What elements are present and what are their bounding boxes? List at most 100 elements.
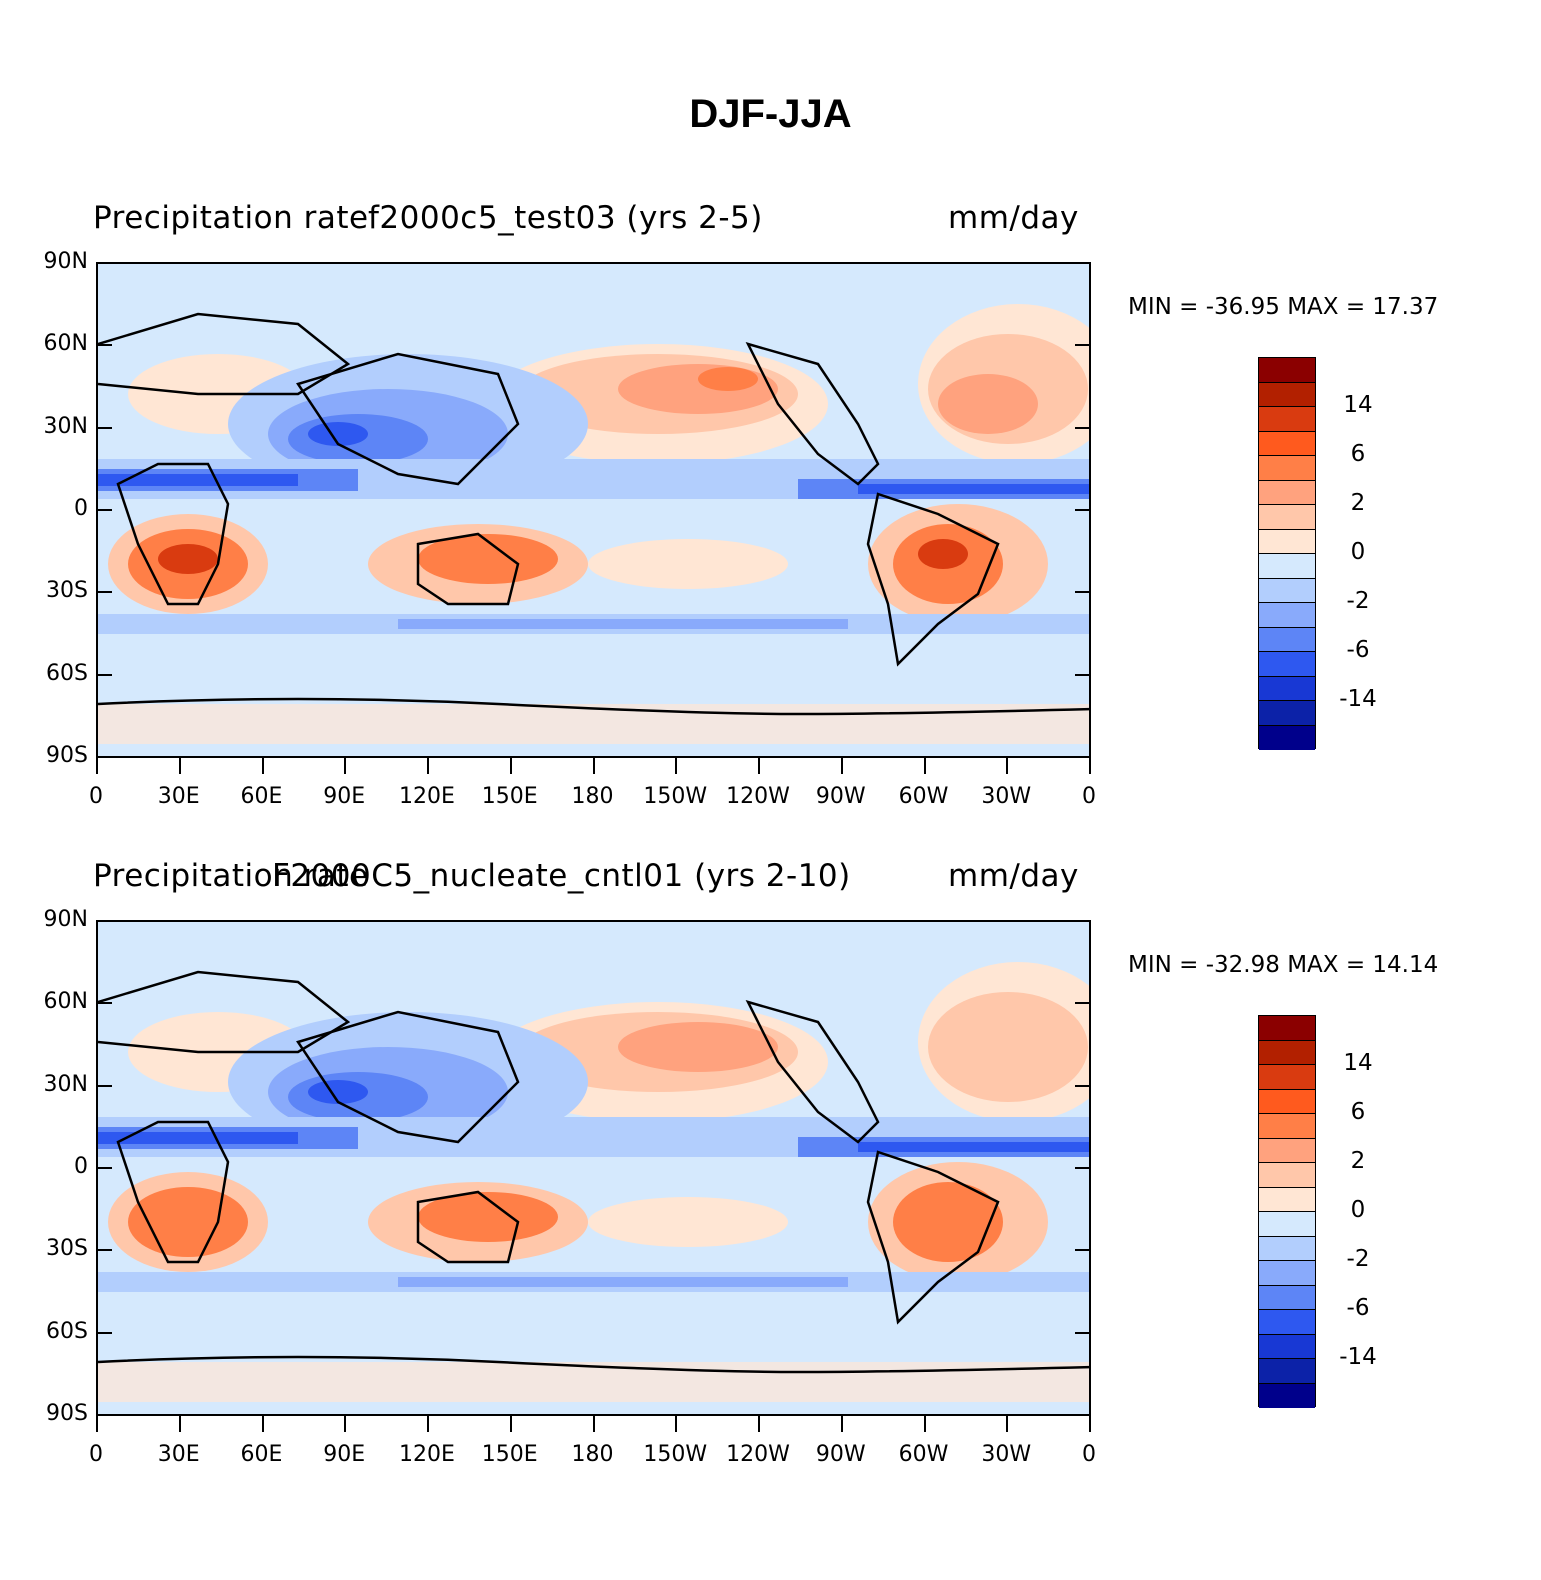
lon-tick-label: 60W: [898, 784, 949, 809]
legend-label: -6: [1346, 637, 1370, 663]
lat-tick-mark: [1075, 1249, 1091, 1252]
lon-tick-label: 150W: [643, 784, 708, 809]
legend-swatch: [1259, 554, 1315, 579]
lat-tick-mark: [1075, 509, 1091, 511]
lon-tick-label: 30W: [981, 784, 1032, 809]
lat-tick-mark: [96, 1084, 112, 1087]
min-label: MIN = -32.98: [1128, 952, 1288, 978]
lat-tick-label: 60S: [46, 1318, 88, 1344]
min-label: MIN = -36.95: [1128, 294, 1288, 320]
lat-tick-mark: [96, 426, 112, 429]
lat-tick-label: 90S: [46, 1401, 88, 1426]
lon-tick-mark: [592, 758, 595, 774]
figure-title: DJF-JJA: [689, 92, 852, 136]
legend-label: -2: [1346, 588, 1370, 614]
lon-tick-label: 90W: [815, 784, 866, 809]
lon-tick-mark: [923, 758, 926, 774]
legend-swatch: [1259, 652, 1315, 677]
lon-tick-mark: [96, 1416, 98, 1432]
lat-tick-label: 90S: [46, 743, 88, 768]
lat-tick-mark: [96, 1002, 112, 1005]
lon-tick-label: 0: [1082, 784, 1096, 809]
legend-swatch: [1259, 431, 1315, 456]
lat-tick-mark: [96, 1331, 112, 1334]
precipitation-field: [98, 962, 1089, 1402]
units-label: mm/day: [948, 200, 1079, 236]
lon-tick-mark: [840, 758, 843, 774]
case-label: f2000c5_test03 (yrs 2-5): [368, 200, 763, 236]
lon-tick-label: 90W: [815, 1442, 866, 1467]
legend-swatch: [1259, 1212, 1315, 1237]
legend-label: 0: [1350, 539, 1366, 565]
legend-swatch: [1259, 456, 1315, 481]
lat-tick-mark: [1075, 344, 1091, 347]
lon-tick-label: 120E: [399, 1442, 455, 1467]
lon-tick-mark: [592, 1416, 595, 1432]
lon-tick-mark: [840, 1416, 843, 1432]
lat-tick-mark: [1075, 591, 1091, 594]
lat-tick-mark: [1075, 262, 1091, 264]
lat-tick-label: 90N: [43, 249, 88, 274]
legend-swatch: [1259, 505, 1315, 530]
lon-tick-mark: [675, 1416, 678, 1432]
lat-tick-mark: [1075, 1167, 1091, 1169]
legend-swatch: [1259, 407, 1315, 432]
legend-swatch: [1259, 1016, 1315, 1041]
lon-tick-label: 90E: [323, 784, 366, 809]
legend-swatch: [1259, 358, 1315, 383]
variable-label: Precipitation rate: [93, 200, 369, 236]
legend-label: 6: [1350, 441, 1366, 467]
legend-label: -14: [1339, 686, 1377, 712]
lon-tick-mark: [758, 758, 760, 774]
lat-tick-mark: [1075, 1084, 1091, 1087]
lon-tick-label: 0: [89, 784, 103, 809]
lat-tick-label: 0: [74, 496, 88, 521]
max-label: MAX = 14.14: [1287, 952, 1439, 978]
lon-tick-mark: [261, 758, 264, 774]
lon-tick-mark: [344, 758, 347, 774]
legend-swatch: [1259, 603, 1315, 628]
lon-tick-mark: [261, 1416, 264, 1432]
legend-swatch: [1259, 480, 1315, 505]
lat-tick-label: 60N: [43, 989, 88, 1015]
legend-swatch: [1259, 627, 1315, 652]
lat-tick-mark: [96, 509, 112, 511]
case-label: F2000C5_nucleate_cntl01 (yrs 2-10): [272, 858, 851, 894]
lat-tick-mark: [96, 591, 112, 594]
legend-swatch: [1259, 676, 1315, 701]
lon-tick-label: 60E: [240, 784, 283, 809]
legend-swatch: [1259, 1187, 1315, 1212]
precipitation-field: [98, 304, 1089, 744]
lon-tick-label: 120W: [726, 784, 790, 809]
lon-tick-mark: [923, 1416, 926, 1432]
legend-swatch: [1259, 1310, 1315, 1335]
legend-swatch: [1259, 1261, 1315, 1286]
lat-tick-mark: [1075, 426, 1091, 429]
lat-tick-mark: [96, 673, 112, 676]
lon-tick-label: 120W: [726, 1442, 790, 1467]
lat-tick-label: 60S: [46, 660, 88, 686]
legend-swatch: [1259, 1236, 1315, 1261]
precipitation-map: [96, 920, 1091, 1416]
lat-tick-mark: [96, 1414, 112, 1416]
precipitation-map: [96, 262, 1091, 758]
map-panel-2: Precipitation rate F2000C5_nucleate_cntl…: [0, 858, 1541, 1580]
lon-tick-mark: [509, 1416, 512, 1432]
lon-tick-mark: [427, 1416, 429, 1432]
legend-swatch: [1259, 725, 1315, 750]
lon-tick-mark: [178, 758, 181, 774]
lat-tick-label: 30N: [43, 413, 88, 439]
legend-swatch: [1259, 1089, 1315, 1114]
lon-tick-mark: [344, 1416, 347, 1432]
legend-label: 14: [1343, 1050, 1373, 1076]
lon-tick-label: 150W: [643, 1442, 708, 1467]
lat-tick-mark: [1075, 1002, 1091, 1005]
color-legend: [1258, 1015, 1316, 1408]
lat-tick-mark: [1075, 1414, 1091, 1416]
legend-swatch: [1259, 1334, 1315, 1359]
color-legend: [1258, 357, 1316, 750]
variable-label: Precipitation rate: [93, 858, 369, 894]
lon-tick-label: 60W: [898, 1442, 949, 1467]
lat-tick-mark: [1075, 920, 1091, 922]
lat-tick-mark: [96, 920, 112, 922]
